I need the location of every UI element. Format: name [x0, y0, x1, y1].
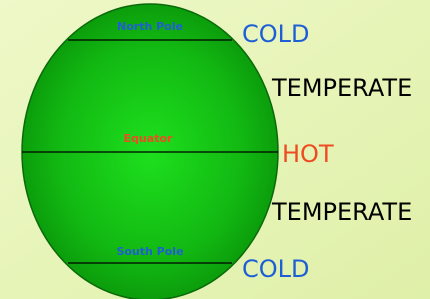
north-pole-label: North Pole [117, 20, 183, 33]
equator-label: Equator [124, 132, 173, 145]
zone-label: COLD [242, 255, 310, 283]
diagram: North Pole Equator South Pole COLD TEMPE… [0, 0, 430, 299]
south-pole-label: South Pole [116, 245, 183, 258]
zone-label: TEMPERATE [271, 74, 412, 102]
zone-label: TEMPERATE [271, 198, 412, 226]
zone-label: HOT [282, 140, 334, 168]
zone-label: COLD [242, 20, 310, 48]
